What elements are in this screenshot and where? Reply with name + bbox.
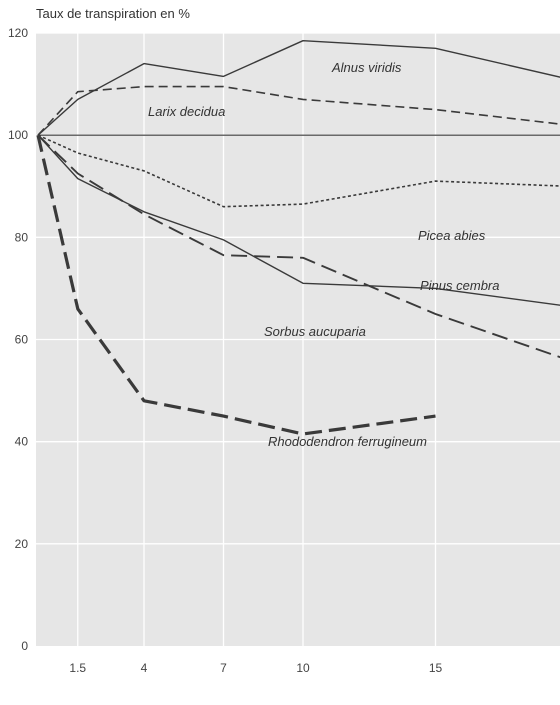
- y-tick-label-60: 60: [15, 333, 29, 347]
- y-tick-label-20: 20: [15, 537, 29, 551]
- x-tick-label-1: 4: [141, 661, 148, 675]
- series-line-4: [37, 134, 560, 359]
- series-lines: [36, 40, 560, 436]
- y-tick-label-0: 0: [21, 639, 28, 653]
- y-tick-label-40: 40: [15, 435, 29, 449]
- y-tick-label-80: 80: [15, 230, 29, 244]
- x-tick-label-3: 10: [296, 661, 310, 675]
- x-tick-labels: 1.547101520: [69, 661, 443, 675]
- series-line-3: [37, 134, 560, 306]
- series-line-2: [37, 134, 560, 208]
- x-tick-label-0: 1.5: [69, 661, 86, 675]
- x-tick-label-2: 7: [220, 661, 227, 675]
- y-tick-labels: 0 20 40 60 80 100 120: [8, 26, 28, 653]
- y-tick-label-120: 120: [8, 26, 28, 40]
- series-line-5: [36, 134, 436, 436]
- series-label-5: Rhododendron ferrugineum: [268, 434, 427, 449]
- y-axis-title: Taux de transpiration en %: [36, 6, 190, 21]
- series-label-0: Alnus viridis: [331, 60, 402, 75]
- series-label-3: Pinus cembra: [420, 278, 499, 293]
- series-label-4: Sorbus aucuparia: [264, 324, 366, 339]
- series-label-1: Larix decidua: [148, 104, 225, 119]
- series-line-0: [37, 40, 560, 136]
- series-label-2: Picea abies: [418, 228, 486, 243]
- series-line-1: [37, 85, 560, 136]
- y-tick-label-100: 100: [8, 128, 28, 142]
- x-tick-label-4: 15: [429, 661, 443, 675]
- series-labels: Alnus viridis Larix decidua Picea abies Pin…: [148, 60, 499, 449]
